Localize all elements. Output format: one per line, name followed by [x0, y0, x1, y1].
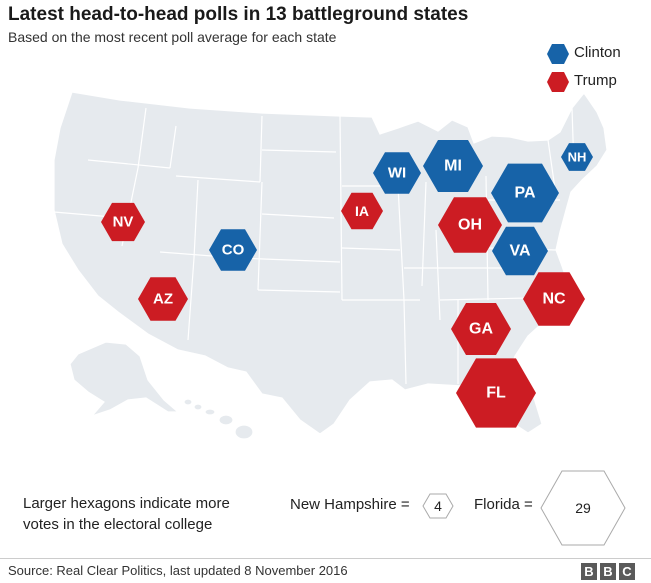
- legend-label-clinton: Clinton: [574, 44, 621, 61]
- hexagon-shape-nv: [101, 202, 145, 242]
- hexagon-label-pa: PA: [514, 185, 535, 202]
- chart-subtitle: Based on the most recent poll average fo…: [8, 29, 337, 45]
- hexagon-va: VA: [492, 226, 548, 276]
- hexagon-shape-oh: [438, 197, 502, 253]
- hexagon-shape-va: [492, 226, 548, 276]
- hexagon-nh: NH: [561, 143, 593, 171]
- hexagon-label-nv: NV: [113, 214, 134, 231]
- hexagon-label-mi: MI: [444, 158, 462, 175]
- hexagon-mi: MI: [423, 140, 483, 192]
- hexagon-shape-nh: [561, 143, 593, 171]
- bbc-logo-letter: C: [619, 563, 635, 580]
- source-note: Source: Real Clear Politics, last update…: [8, 563, 348, 578]
- legend-item-trump: Trump: [546, 70, 646, 98]
- hexagon-label-va: VA: [509, 243, 530, 260]
- footer-divider: [0, 558, 651, 559]
- hexagon-ia: IA: [341, 192, 383, 230]
- hexagon-shape-mi: [423, 140, 483, 192]
- hexagon-shape-az: [138, 277, 188, 321]
- size-key-large-hexagon: 29: [540, 470, 626, 546]
- hexagon-label-co: CO: [222, 242, 245, 259]
- bbc-logo: B B C: [581, 563, 635, 580]
- hexagon-fl: FL: [456, 358, 536, 428]
- legend: Clinton Trump: [546, 42, 646, 98]
- hexagon-size-note: Larger hexagons indicate more votes in t…: [23, 495, 230, 533]
- size-key-small-label: New Hampshire =: [290, 496, 410, 513]
- hexagon-oh: OH: [438, 197, 502, 253]
- alaska-shape: [69, 341, 180, 418]
- hexagon-shape-ia: [341, 192, 383, 230]
- us-map: NV AZ CO IA WI MI OH PA: [53, 91, 608, 440]
- hexagon-pa: PA: [491, 163, 559, 223]
- hexagon-ga: GA: [451, 303, 511, 355]
- hexagon-shape-nc: [523, 272, 585, 326]
- hexagon-label-nc: NC: [542, 291, 566, 308]
- hexagon-az: AZ: [138, 277, 188, 321]
- hexagon-label-ga: GA: [469, 321, 493, 338]
- hexagon-nc: NC: [523, 272, 585, 326]
- hexagon-label-ia: IA: [355, 203, 369, 219]
- size-key-small-value: 4: [434, 498, 442, 514]
- hexagon-shape-co: [209, 229, 257, 271]
- chart-title: Latest head-to-head polls in 13 battlegr…: [8, 4, 469, 25]
- hexagon-co: CO: [209, 229, 257, 271]
- trump-hexagon-icon: [547, 72, 569, 92]
- hexagon-nv: NV: [101, 202, 145, 242]
- hexagon-label-az: AZ: [153, 291, 173, 308]
- hexagon-wi: WI: [373, 152, 421, 194]
- legend-label-trump: Trump: [574, 72, 617, 89]
- hexagon-shape-fl: [456, 358, 536, 428]
- hexagon-shape-ga: [451, 303, 511, 355]
- size-key-large-value: 29: [575, 500, 591, 516]
- clinton-hexagon-icon: [547, 44, 569, 64]
- hexagon-label-fl: FL: [486, 385, 506, 402]
- hawaii-islands: [183, 398, 254, 440]
- size-key-small-hexagon: 4: [422, 493, 454, 519]
- hexagon-shape-wi: [373, 152, 421, 194]
- hexagon-shape-pa: [491, 163, 559, 223]
- bbc-logo-letter: B: [600, 563, 616, 580]
- bbc-logo-letter: B: [581, 563, 597, 580]
- battleground-hexagons: NV AZ CO IA WI MI OH PA: [101, 140, 593, 428]
- legend-item-clinton: Clinton: [546, 42, 646, 70]
- hexagon-label-wi: WI: [388, 165, 406, 182]
- hexagon-label-oh: OH: [458, 217, 482, 234]
- size-key-large-label: Florida =: [474, 496, 533, 513]
- hexagon-label-nh: NH: [568, 150, 587, 165]
